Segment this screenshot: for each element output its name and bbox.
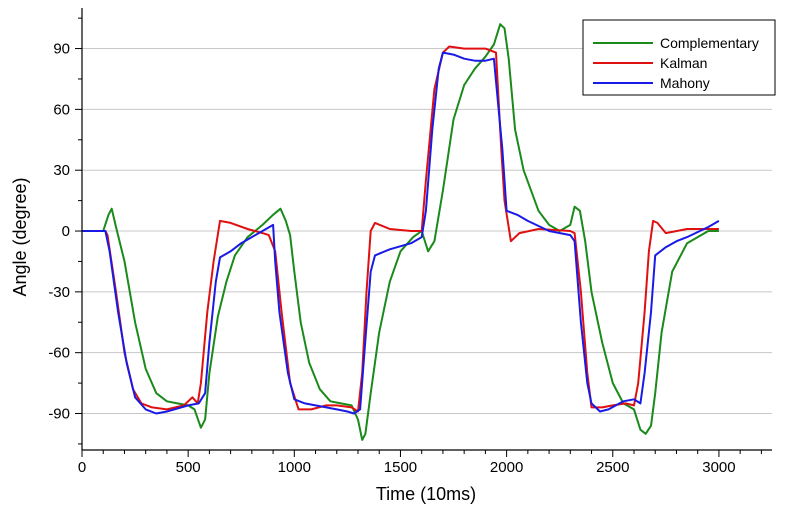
x-tick-label-6: 3000: [702, 459, 735, 476]
axes: [81, 8, 772, 451]
ticks: 0 500 1000 1500 2000 2500 3000 -90 -60 -30 0 30 60 90: [48, 17, 762, 476]
series-layer: [82, 23, 720, 441]
x-tick-label-3: 1500: [384, 459, 417, 476]
x-axis-title: Time (10ms): [376, 484, 476, 504]
series-line-kalman: [82, 45, 719, 413]
legend-label-kalman: Kalman: [660, 55, 707, 71]
y-tick-label-6: 90: [53, 41, 70, 58]
legend-label-mahony: Mahony: [660, 75, 710, 91]
y-tick-label-5: 60: [53, 101, 70, 118]
y-tick-label-4: 30: [53, 162, 70, 179]
x-tick-label-4: 2000: [490, 459, 523, 476]
y-tick-label-3: 0: [62, 223, 70, 240]
series-line-complementary: [82, 23, 719, 441]
y-tick-label-2: -30: [48, 284, 70, 301]
y-axis-title: Angle (degree): [10, 177, 30, 296]
series-line-mahony: [82, 51, 720, 415]
legend: Complementary Kalman Mahony: [582, 19, 776, 96]
legend-label-complementary: Complementary: [660, 35, 759, 51]
x-tick-label-1: 500: [176, 459, 201, 476]
x-tick-label-2: 1000: [278, 459, 311, 476]
x-tick-label-0: 0: [78, 459, 86, 476]
x-tick-label-5: 2500: [596, 459, 629, 476]
y-tick-label-0: -90: [48, 406, 70, 423]
y-tick-label-1: -60: [48, 345, 70, 362]
